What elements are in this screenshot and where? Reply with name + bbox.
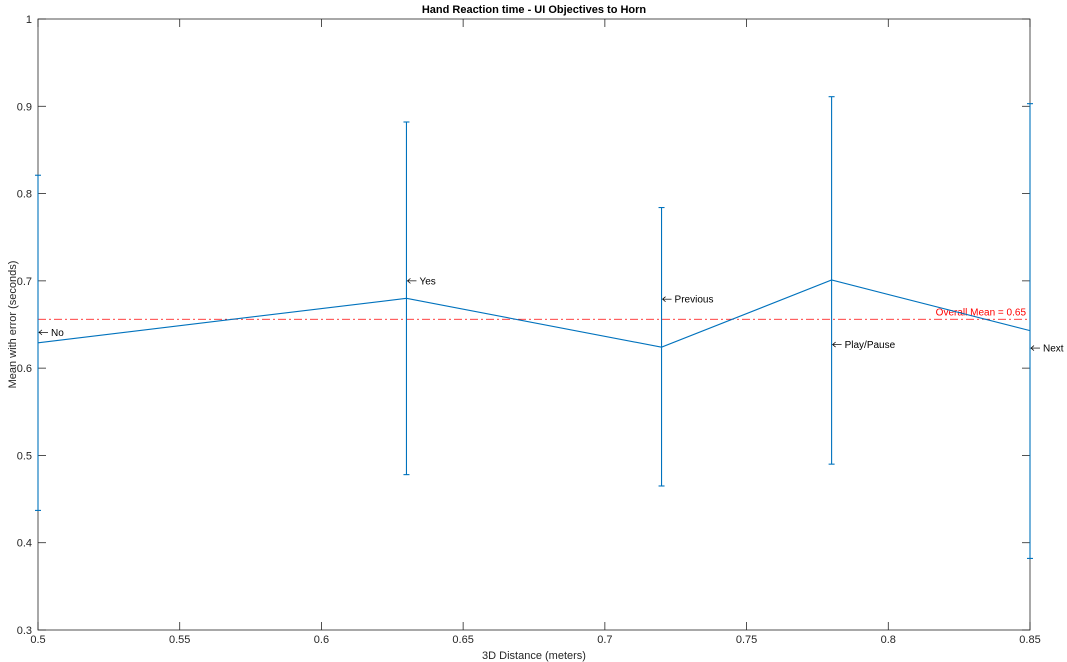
overall-mean-label: Overall Mean = 0.65: [936, 307, 1027, 318]
x-tick-label: 0.75: [736, 634, 757, 646]
y-tick-label: 0.4: [17, 538, 32, 550]
annotation-arrowhead: [832, 341, 836, 348]
y-tick-label: 1: [26, 14, 32, 26]
y-tick-label: 0.7: [17, 276, 32, 288]
x-tick-label: 0.5: [30, 634, 45, 646]
x-tick-label: 0.6: [314, 634, 329, 646]
x-tick-label: 0.8: [881, 634, 896, 646]
marks: Overall Mean = 0.65 No Yes Previous Play/Pau…: [35, 96, 1064, 559]
y-tick-label: 0.6: [17, 363, 32, 375]
plot-area: [37, 18, 1031, 631]
annotation-arrowhead: [1030, 345, 1035, 351]
annotation-arrowhead: [661, 296, 666, 302]
y-tick-label: 0.8: [17, 189, 32, 201]
point-label: Next: [1043, 344, 1064, 355]
annotation-arrowhead: [406, 278, 411, 284]
x-axis-label: 3D Distance (meters): [482, 650, 586, 662]
y-tick-label: 0.9: [17, 101, 32, 113]
y-axis-label: Mean with error (seconds): [7, 261, 19, 389]
point-label: No: [51, 328, 64, 339]
y-tick-label: 0.5: [17, 450, 32, 462]
annotation-arrowhead: [38, 329, 43, 336]
point-label: Play/Pause: [845, 340, 896, 351]
point-label: Yes: [419, 276, 435, 287]
x-tick-label: 0.65: [452, 634, 473, 646]
chart-title: Hand Reaction time - UI Objectives to Ho…: [422, 4, 647, 16]
y-tick-label: 0.3: [17, 625, 32, 637]
point-label: Previous: [675, 295, 714, 306]
ticks: 0.5 0.55 0.6 0.65 0.7 0.75 0.8 0.85 0.3 0.4 0.5 0.6…: [17, 14, 1041, 646]
x-tick-label: 0.85: [1019, 634, 1040, 646]
x-tick-label: 0.7: [597, 634, 612, 646]
x-tick-label: 0.55: [169, 634, 190, 646]
